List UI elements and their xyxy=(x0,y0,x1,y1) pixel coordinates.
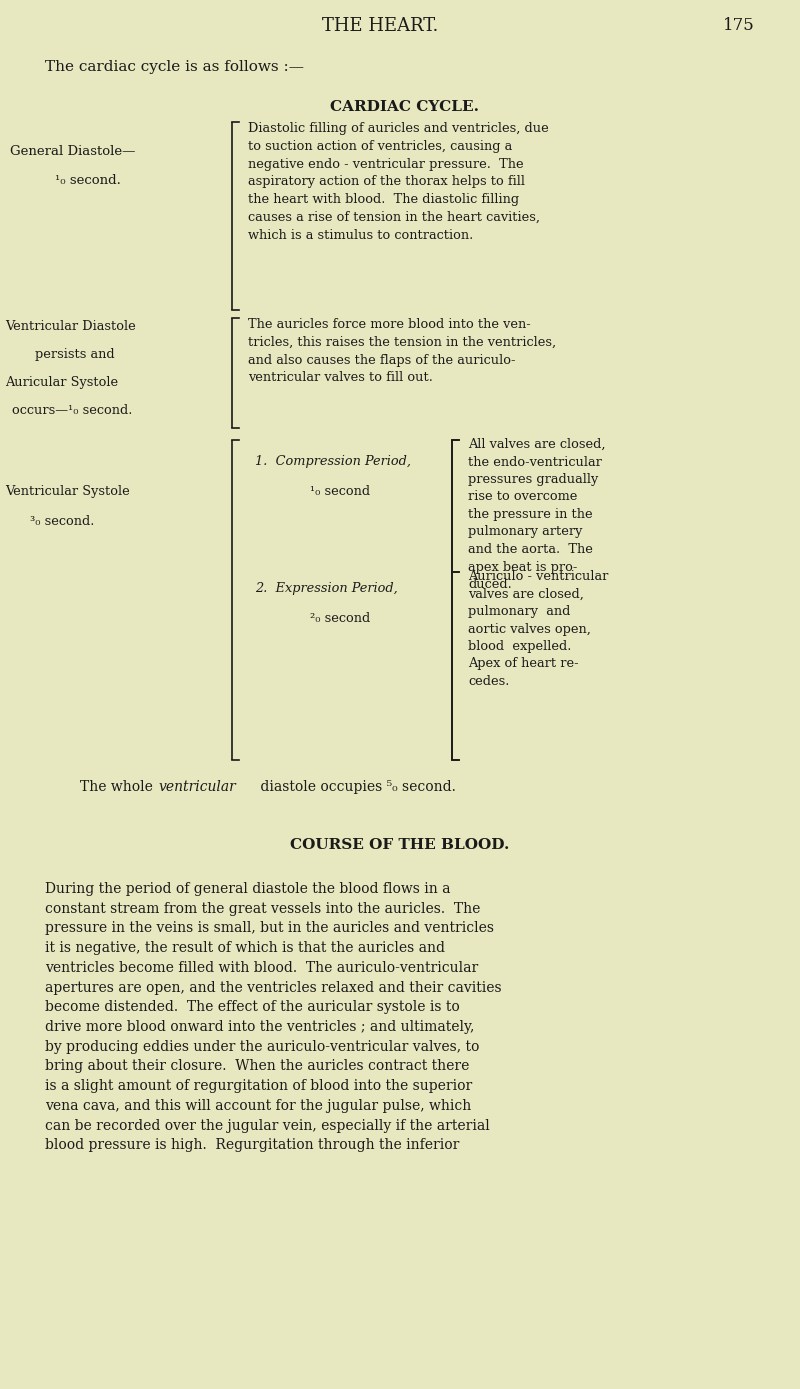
Text: ¹₀ second: ¹₀ second xyxy=(310,485,370,499)
Text: THE HEART.: THE HEART. xyxy=(322,17,438,35)
Text: Ventricular Systole: Ventricular Systole xyxy=(5,485,130,499)
Text: Auricular Systole: Auricular Systole xyxy=(5,376,118,389)
Text: 1.  Compression Period,: 1. Compression Period, xyxy=(255,456,411,468)
Text: Ventricular Diastole: Ventricular Diastole xyxy=(5,319,136,333)
Text: COURSE OF THE BLOOD.: COURSE OF THE BLOOD. xyxy=(290,838,510,851)
Text: Diastolic filling of auricles and ventricles, due
to suction action of ventricle: Diastolic filling of auricles and ventri… xyxy=(248,122,549,242)
Text: The whole: The whole xyxy=(80,781,158,795)
Text: ³₀ second.: ³₀ second. xyxy=(30,515,94,528)
Text: General Diastole—: General Diastole— xyxy=(10,144,135,158)
Text: 175: 175 xyxy=(723,17,755,33)
Text: occurs—¹₀ second.: occurs—¹₀ second. xyxy=(12,404,132,417)
Text: 2.  Expression Period,: 2. Expression Period, xyxy=(255,582,398,594)
Text: ¹₀ second.: ¹₀ second. xyxy=(55,174,121,188)
Text: All valves are closed,
the endo-ventricular
pressures gradually
rise to overcome: All valves are closed, the endo-ventricu… xyxy=(468,438,606,590)
Text: ²₀ second: ²₀ second xyxy=(310,613,370,625)
Text: The cardiac cycle is as follows :—: The cardiac cycle is as follows :— xyxy=(45,60,304,74)
Text: During the period of general diastole the blood flows in a
constant stream from : During the period of general diastole th… xyxy=(45,882,502,1153)
Text: diastole occupies ⁵₀ second.: diastole occupies ⁵₀ second. xyxy=(256,781,456,795)
Text: Auriculo - ventricular
valves are closed,
pulmonary  and
aortic valves open,
blo: Auriculo - ventricular valves are closed… xyxy=(468,569,608,688)
Text: persists and: persists and xyxy=(35,349,114,361)
Text: CARDIAC CYCLE.: CARDIAC CYCLE. xyxy=(330,100,479,114)
Text: The auricles force more blood into the ven-
tricles, this raises the tension in : The auricles force more blood into the v… xyxy=(248,318,556,385)
Text: ventricular: ventricular xyxy=(158,781,236,795)
